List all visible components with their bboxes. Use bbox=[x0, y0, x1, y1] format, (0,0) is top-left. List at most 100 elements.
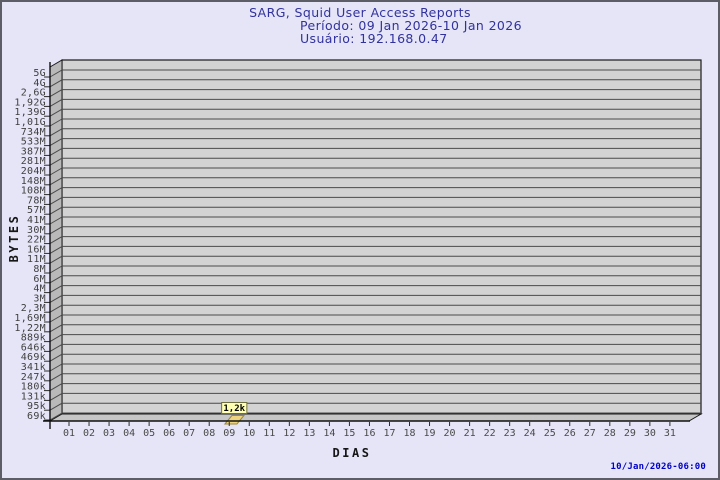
y-wall-tick bbox=[49, 304, 63, 313]
y-wall-tick bbox=[49, 98, 63, 107]
x-tick-label: 17 bbox=[383, 428, 395, 439]
y-tick-label: 148M bbox=[21, 176, 46, 187]
y-tick-label: 4M bbox=[33, 284, 46, 295]
x-tick-label: 04 bbox=[123, 428, 135, 439]
chart-floor bbox=[48, 413, 703, 422]
y-wall-tick bbox=[49, 206, 63, 215]
y-tick-label: 341k bbox=[21, 362, 46, 373]
y-wall-tick bbox=[49, 265, 63, 274]
y-wall-tick bbox=[49, 216, 63, 225]
y-tick-labels-group: 5G4G2,6G1,92G1,39G1,01G734M533M387M281M2… bbox=[14, 68, 46, 422]
x-tick-label: 16 bbox=[363, 428, 375, 439]
y-tick-label: 180k bbox=[21, 382, 46, 393]
y-tick-label: 2,3M bbox=[21, 303, 46, 314]
x-tick-label: 08 bbox=[203, 428, 215, 439]
x-tick-label: 26 bbox=[564, 428, 576, 439]
y-tick-label: 2,6G bbox=[21, 88, 46, 99]
y-wall-tick bbox=[49, 294, 63, 303]
y-tick-label: 11M bbox=[27, 254, 46, 265]
x-tick-label: 07 bbox=[183, 428, 195, 439]
x-tick-label: 30 bbox=[644, 428, 656, 439]
x-tick-label: 22 bbox=[484, 428, 496, 439]
x-tick-label: 06 bbox=[163, 428, 175, 439]
data-label-text: 1,2k bbox=[223, 404, 245, 414]
x-tick-label: 15 bbox=[343, 428, 355, 439]
x-tick-label: 27 bbox=[584, 428, 596, 439]
y-wall-tick bbox=[49, 157, 63, 166]
report-period: Período: 09 Jan 2026-10 Jan 2026 bbox=[300, 18, 522, 33]
y-wall-tick bbox=[49, 89, 63, 98]
x-tick-label: 18 bbox=[403, 428, 415, 439]
x-tick-label: 29 bbox=[624, 428, 636, 439]
y-tick-label: 1,92G bbox=[14, 97, 46, 108]
y-wall-tick bbox=[49, 343, 63, 352]
y-tick-label: 8M bbox=[33, 264, 46, 275]
y-wall-tick bbox=[49, 128, 63, 137]
x-tick-label: 24 bbox=[524, 428, 536, 439]
x-tick-label: 21 bbox=[464, 428, 476, 439]
y-tick-label: 131k bbox=[21, 391, 46, 402]
data-bar bbox=[223, 415, 245, 425]
bars-group: 1,2k bbox=[221, 402, 248, 425]
y-tick-label: 30M bbox=[27, 225, 46, 236]
x-tick-label: 12 bbox=[283, 428, 295, 439]
y-wall-tick bbox=[49, 167, 63, 176]
y-wall-tick bbox=[49, 108, 63, 117]
y-wall-tick bbox=[49, 324, 63, 333]
y-tick-label: 1,01G bbox=[14, 117, 46, 128]
report-user: Usuário: 192.168.0.47 bbox=[300, 31, 448, 46]
x-tick-label: 02 bbox=[83, 428, 95, 439]
x-tick-label: 03 bbox=[103, 428, 115, 439]
y-wall-tick bbox=[49, 118, 63, 127]
y-wall-tick bbox=[49, 334, 63, 343]
y-wall-tick bbox=[49, 412, 63, 421]
x-tick-label: 31 bbox=[664, 428, 676, 439]
y-tick-label: 3M bbox=[33, 293, 46, 304]
y-tick-label: 78M bbox=[27, 195, 46, 206]
y-tick-label: 646k bbox=[21, 342, 46, 353]
y-tick-label: 95k bbox=[27, 401, 46, 412]
y-wall-tick bbox=[49, 402, 63, 411]
x-axis-title: DIAS bbox=[333, 446, 372, 460]
y-wall-tick bbox=[49, 363, 63, 372]
x-tick-label: 13 bbox=[303, 428, 315, 439]
y-wall-tick bbox=[49, 69, 63, 78]
y-wall-tick bbox=[49, 285, 63, 294]
y-tick-label: 69k bbox=[27, 411, 46, 422]
y-wall-tick bbox=[49, 138, 63, 147]
y-tick-label: 4G bbox=[33, 78, 46, 89]
x-tick-label: 19 bbox=[424, 428, 436, 439]
y-tick-label: 204M bbox=[21, 166, 46, 177]
x-tick-label: 01 bbox=[63, 428, 75, 439]
y-tick-label: 22M bbox=[27, 235, 46, 246]
y-axis-title: BYTES bbox=[7, 214, 21, 263]
x-tick-label: 10 bbox=[243, 428, 255, 439]
y-wall-tick bbox=[49, 236, 63, 245]
y-wall-tick bbox=[49, 353, 63, 362]
x-tick-label: 09 bbox=[223, 428, 235, 439]
y-tick-label: 387M bbox=[21, 146, 46, 157]
y-wall-tick bbox=[49, 226, 63, 235]
y-tick-label: 41M bbox=[27, 215, 46, 226]
y-tick-label: 469k bbox=[21, 352, 46, 363]
y-tick-label: 5G bbox=[33, 68, 46, 79]
y-wall-tick bbox=[49, 373, 63, 382]
y-wall-tick bbox=[49, 383, 63, 392]
y-tick-label: 247k bbox=[21, 372, 46, 383]
x-tick-label: 20 bbox=[444, 428, 456, 439]
y-wall-tick bbox=[49, 196, 63, 205]
generated-timestamp: 10/Jan/2026-06:00 bbox=[610, 462, 706, 472]
y-tick-label: 734M bbox=[21, 127, 46, 138]
y-wall-tick bbox=[49, 255, 63, 264]
y-wall-tick bbox=[49, 275, 63, 284]
y-tick-label: 1,39G bbox=[14, 107, 46, 118]
x-tick-label: 28 bbox=[604, 428, 616, 439]
data-label-box bbox=[221, 402, 248, 414]
y-tick-label: 1,22M bbox=[14, 323, 46, 334]
y-tick-label: 533M bbox=[21, 137, 46, 148]
report-header: SARG, Squid User Access Reports Período:… bbox=[2, 6, 718, 45]
y-tick-label: 1,69M bbox=[14, 313, 46, 324]
gridlines-group bbox=[44, 69, 701, 421]
